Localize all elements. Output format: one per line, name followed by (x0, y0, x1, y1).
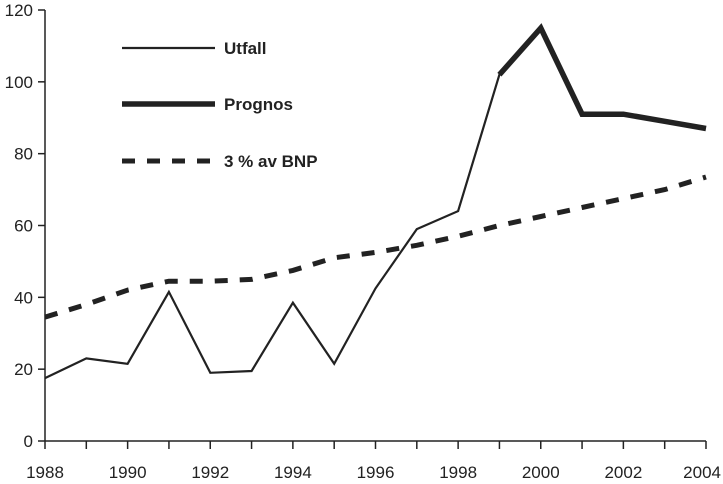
y-tick-label: 0 (24, 432, 33, 451)
series-line-prognos (497, 23, 707, 132)
chart-series-layer (44, 23, 707, 380)
series-line-utfall (44, 26, 584, 380)
x-tick-label: 1992 (191, 463, 229, 482)
y-tick-label: 20 (14, 360, 33, 379)
y-tick-label: 60 (14, 217, 33, 236)
y-tick-label: 100 (5, 73, 33, 92)
x-tick-label: 1988 (26, 463, 64, 482)
x-tick-label: 1998 (439, 463, 477, 482)
y-tick-label: 80 (14, 145, 33, 164)
legend-label: 3 % av BNP (224, 152, 318, 171)
chart-axes: 0 20 40 60 80 100 120 1988 1990 1992 1994 1996 1998 2… (5, 1, 721, 482)
y-tick-label: 40 (14, 288, 33, 307)
x-tick-label: 1994 (274, 463, 312, 482)
legend-label: Prognos (224, 95, 293, 114)
series-line-3-av-bnp (44, 174, 707, 320)
x-tick-label: 1996 (357, 463, 395, 482)
x-tick-label: 2004 (683, 463, 721, 482)
y-tick-label: 120 (5, 1, 33, 20)
chart-legend: Utfall Prognos 3 % av BNP (122, 39, 318, 171)
x-tick-label: 2002 (604, 463, 642, 482)
x-tick-label: 2000 (522, 463, 560, 482)
x-tick-label: 1990 (109, 463, 147, 482)
legend-label: Utfall (224, 39, 267, 58)
